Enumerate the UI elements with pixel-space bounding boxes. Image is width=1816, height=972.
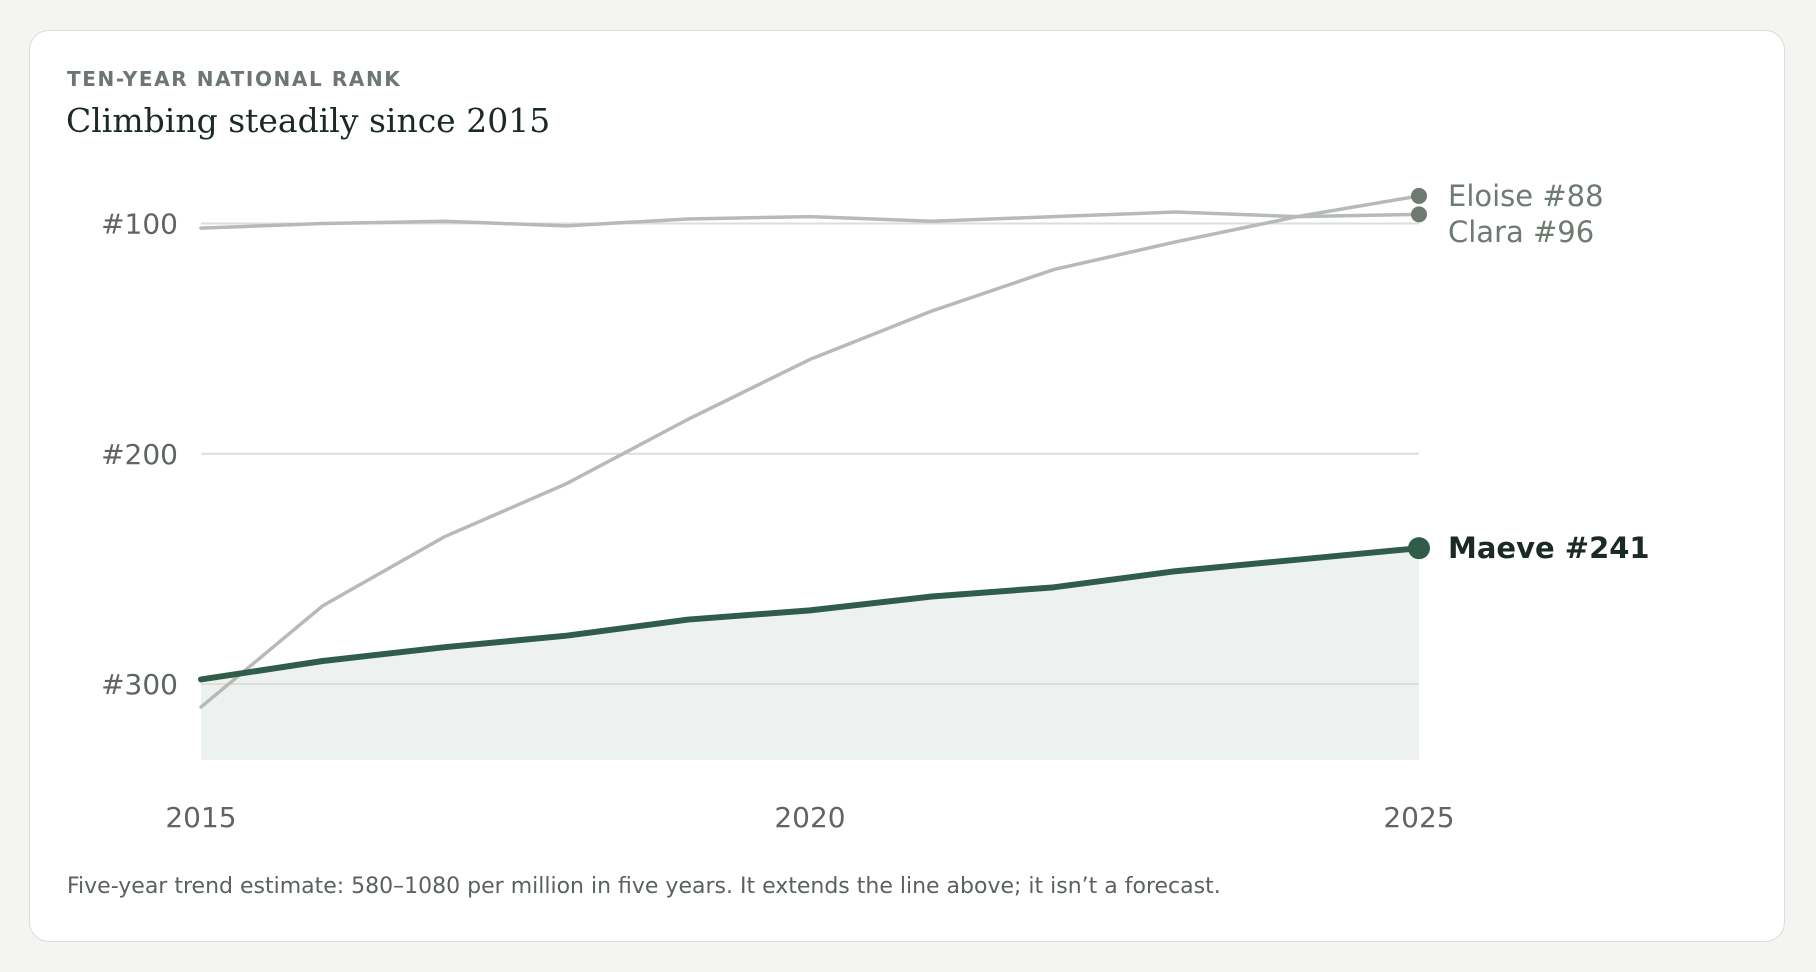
chart-card: TEN-YEAR NATIONAL RANK Climbing steadily…: [29, 30, 1785, 942]
series-line: [199, 210, 1421, 230]
series-line: [198, 545, 1422, 683]
highlight-area: [201, 548, 1419, 760]
x-tick-label: 2020: [774, 801, 845, 834]
x-axis: 2015 2020 2025: [165, 801, 1454, 834]
chart-title: Climbing steadily since 2015: [66, 101, 551, 140]
y-tick-label: #100: [101, 208, 178, 241]
end-point-marker: [1411, 206, 1427, 223]
end-label-eloise: Eloise #88: [1448, 179, 1604, 213]
y-tick-label: #200: [101, 438, 178, 471]
chart-eyebrow: TEN-YEAR NATIONAL RANK: [67, 67, 402, 91]
end-label-clara: Clara #96: [1448, 215, 1594, 249]
series-clara: [199, 206, 1427, 230]
series-maeve: [198, 537, 1430, 683]
series-eloise: [199, 187, 1427, 709]
chart-footnote: Five-year trend estimate: 580–1080 per m…: [67, 874, 1221, 899]
y-tick-label: #300: [101, 668, 178, 701]
end-label-maeve: Maeve #241: [1448, 531, 1650, 565]
x-tick-label: 2015: [165, 801, 236, 834]
x-tick-label: 2025: [1383, 801, 1454, 834]
series-line: [199, 194, 1421, 709]
end-point-marker: [1408, 537, 1430, 560]
end-point-marker: [1411, 187, 1427, 204]
